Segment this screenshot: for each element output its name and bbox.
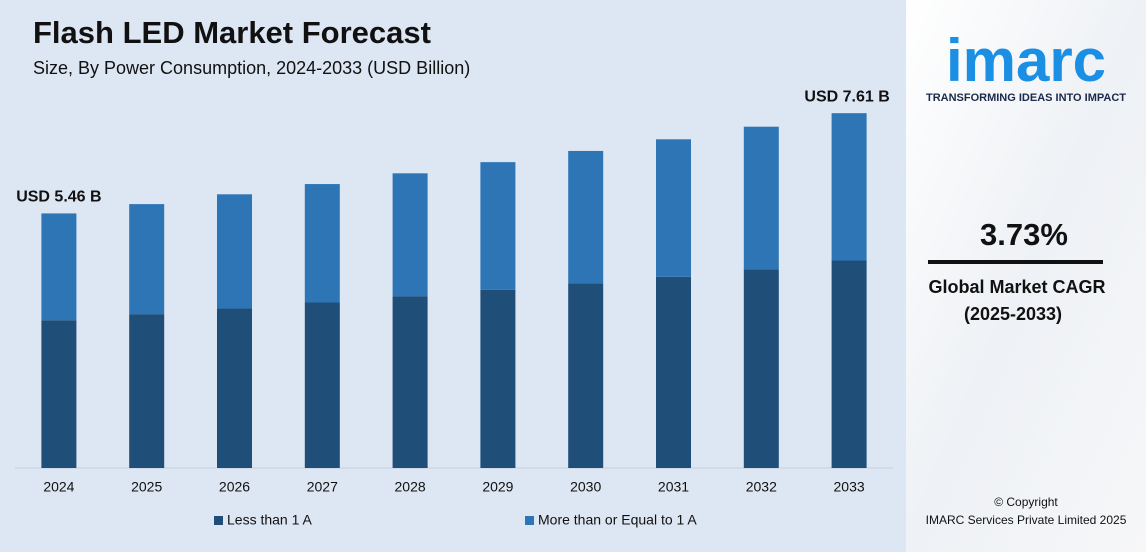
x-tick-label: 2024 (43, 479, 74, 495)
bar-segment (743, 126, 779, 270)
tagline: TRANSFORMING IDEAS INTO IMPACT (926, 92, 1126, 104)
bar-segment (392, 296, 428, 468)
bar-segment (217, 194, 252, 309)
bar-segment (41, 213, 77, 321)
x-tick-label: 2032 (746, 479, 777, 495)
x-tick-label: 2027 (307, 479, 338, 495)
bar-segment (217, 308, 252, 468)
x-tick-label: 2025 (131, 479, 162, 495)
bar-segment (656, 276, 691, 468)
bar-segment (568, 150, 604, 284)
bar-segment (129, 204, 165, 315)
bar-segment (831, 260, 867, 468)
company: IMARC Services Private Limited 2025 (926, 513, 1127, 527)
cagr-period: (2025-2033) (964, 304, 1062, 324)
legend-swatch (525, 516, 534, 525)
sidebar-background (906, 0, 1146, 552)
annotation: USD 7.61 B (804, 88, 889, 105)
bar-segment (480, 289, 516, 468)
x-tick-label: 2033 (834, 479, 865, 495)
logo: imarc (946, 27, 1106, 94)
bar-segment (568, 283, 604, 468)
x-tick-label: 2029 (482, 479, 513, 495)
chart-subtitle: Size, By Power Consumption, 2024-2033 (U… (33, 58, 470, 78)
bar-segment (392, 173, 428, 297)
cagr-label: Global Market CAGR (928, 277, 1105, 297)
x-tick-label: 2026 (219, 479, 250, 495)
legend-label: Less than 1 A (227, 512, 313, 528)
bar-segment (743, 269, 779, 468)
copyright: © Copyright (994, 495, 1058, 509)
x-tick-label: 2031 (658, 479, 689, 495)
chart-title: Flash LED Market Forecast (33, 15, 431, 50)
legend-swatch (214, 516, 223, 525)
bar-segment (480, 162, 516, 290)
annotation: USD 5.46 B (16, 189, 101, 206)
legend-label: More than or Equal to 1 A (538, 512, 697, 528)
bar-segment (41, 320, 77, 468)
bar-segment (656, 139, 691, 277)
bar-segment (129, 314, 165, 468)
x-tick-label: 2030 (570, 479, 601, 495)
x-tick-label: 2028 (395, 479, 426, 495)
bar-segment (304, 302, 340, 468)
bar-segment (831, 113, 867, 261)
cagr-value: 3.73% (980, 217, 1068, 252)
bar-segment (304, 184, 340, 303)
